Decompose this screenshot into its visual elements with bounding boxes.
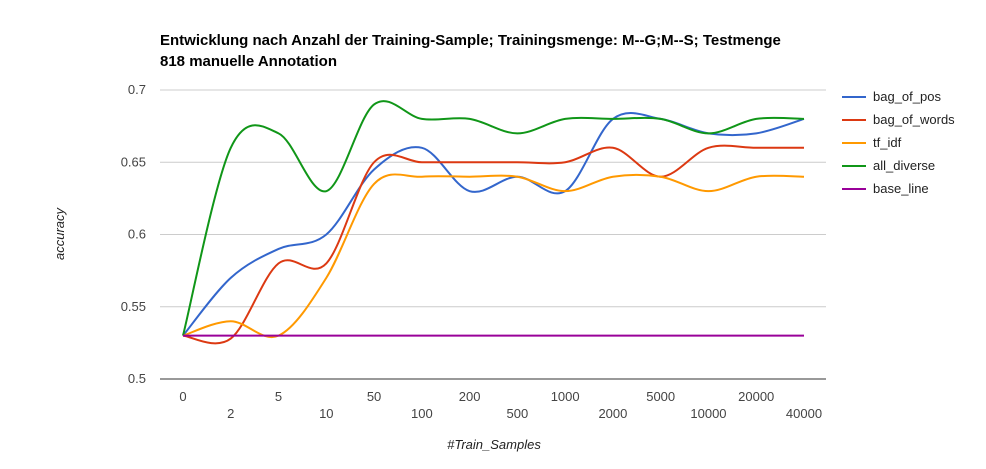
legend-label: tf_idf	[873, 135, 902, 150]
chart-title-line-1: Entwicklung nach Anzahl der Training-Sam…	[160, 32, 781, 49]
series-lines	[182, 100, 805, 345]
x-tick-label: 5000	[646, 389, 675, 404]
y-tick-label: 0.5	[128, 371, 146, 386]
x-tick-label: 50	[367, 389, 381, 404]
x-axis-title: #Train_Samples	[447, 437, 541, 452]
x-tick-label: 2	[227, 406, 234, 421]
x-tick-label: 1000	[551, 389, 580, 404]
y-axis-ticks: 0.5 0.55 0.6 0.65 0.7	[121, 82, 146, 386]
y-axis-title: accuracy	[52, 206, 67, 260]
legend-label: bag_of_words	[873, 112, 955, 127]
x-tick-label: 10000	[690, 406, 726, 421]
legend-label: base_line	[873, 181, 929, 196]
x-axis-ticks: 0 2 5 10 50 100 200 500 1000 2000 5000 10000 20000 40…	[179, 389, 822, 421]
x-tick-label: 40000	[786, 406, 822, 421]
x-tick-label: 20000	[738, 389, 774, 404]
y-tick-label: 0.55	[121, 299, 146, 314]
legend: bag_of_pos bag_of_words tf_idf all_diverseb…	[842, 89, 955, 196]
x-tick-label: 2000	[598, 406, 627, 421]
series-line-bag-of-words	[182, 144, 804, 345]
x-tick-label: 5	[275, 389, 282, 404]
y-tick-label: 0.7	[128, 82, 146, 97]
x-tick-label: 200	[459, 389, 481, 404]
y-tick-label: 0.65	[121, 154, 146, 169]
x-tick-label: 100	[411, 406, 433, 421]
series-line-tf-idf	[182, 173, 805, 339]
legend-label: all_diverse	[873, 158, 935, 173]
gridlines	[160, 89, 826, 380]
series-line-all-diverse	[182, 100, 805, 336]
x-tick-label: 10	[319, 406, 333, 421]
chart-title-line-2: 818 manuelle Annotation	[160, 53, 337, 70]
x-tick-label: 0	[179, 389, 186, 404]
x-tick-label: 500	[507, 406, 529, 421]
y-tick-label: 0.6	[128, 227, 146, 242]
legend-label: bag_of_pos	[873, 89, 941, 104]
